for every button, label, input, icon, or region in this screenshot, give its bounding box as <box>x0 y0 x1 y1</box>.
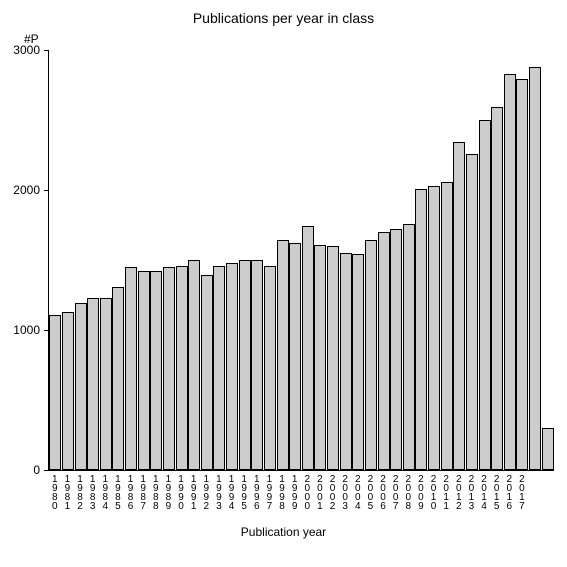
x-tick-label: 1991 <box>188 474 198 510</box>
bar <box>163 267 175 470</box>
bar <box>213 266 225 470</box>
bar <box>529 67 541 470</box>
bar <box>150 271 162 470</box>
x-tick-label: 1993 <box>213 474 223 510</box>
bar <box>428 186 440 470</box>
bar <box>491 107 503 470</box>
y-tick-label: 2000 <box>0 183 40 197</box>
x-tick-label: 2015 <box>491 474 501 510</box>
bar <box>251 260 263 470</box>
bar <box>112 287 124 470</box>
x-tick-label: 1990 <box>176 474 186 510</box>
bar <box>62 312 74 470</box>
bar <box>403 224 415 470</box>
bar <box>466 154 478 470</box>
bar <box>542 428 554 470</box>
x-tick-label: 2014 <box>479 474 489 510</box>
bar <box>201 275 213 470</box>
bar <box>504 74 516 470</box>
bar <box>176 266 188 470</box>
bar <box>453 142 465 470</box>
x-tick-label: 2006 <box>378 474 388 510</box>
bar <box>415 189 427 470</box>
x-axis-label: Publication year <box>0 525 567 539</box>
x-tick-label: 1988 <box>150 474 160 510</box>
x-tick-label: 2005 <box>365 474 375 510</box>
x-tick-label: 2009 <box>415 474 425 510</box>
bar <box>49 315 61 470</box>
y-tick-label: 0 <box>0 463 40 477</box>
x-tick-label: 2011 <box>441 474 451 510</box>
x-tick-label: 1996 <box>251 474 261 510</box>
bar <box>479 120 491 470</box>
x-tick-label: 1983 <box>87 474 97 510</box>
x-tick-label: 2002 <box>327 474 337 510</box>
x-tick-label: 2003 <box>340 474 350 510</box>
x-tick-label: 1998 <box>277 474 287 510</box>
x-tick-label: 2013 <box>466 474 476 510</box>
x-tick-label: 2008 <box>403 474 413 510</box>
bar <box>87 298 99 470</box>
bar <box>314 245 326 470</box>
bar <box>302 226 314 470</box>
bar <box>75 303 87 470</box>
x-tick-label: 1999 <box>289 474 299 510</box>
x-tick-label: 1989 <box>163 474 173 510</box>
bar <box>277 240 289 470</box>
x-tick-label: 2010 <box>428 474 438 510</box>
y-tick-label: 3000 <box>0 43 40 57</box>
x-tick-label: 1981 <box>62 474 72 510</box>
bar <box>327 246 339 470</box>
bar <box>264 266 276 470</box>
bar <box>352 254 364 470</box>
bar <box>378 232 390 470</box>
x-tick-label: 1982 <box>75 474 85 510</box>
y-tick <box>44 330 48 331</box>
bar <box>365 240 377 470</box>
x-tick-label: 2004 <box>352 474 362 510</box>
bar <box>125 267 137 470</box>
bar <box>390 229 402 470</box>
plot-area <box>48 50 554 471</box>
bar <box>516 79 528 470</box>
x-tick-label: 1994 <box>226 474 236 510</box>
x-tick-label: 1992 <box>201 474 211 510</box>
y-tick-label: 1000 <box>0 323 40 337</box>
y-tick <box>44 50 48 51</box>
x-tick-label: 2000 <box>302 474 312 510</box>
x-tick-label: 1987 <box>138 474 148 510</box>
x-tick-label: 1984 <box>100 474 110 510</box>
x-tick-label: 1995 <box>239 474 249 510</box>
x-tick-label: 1980 <box>49 474 59 510</box>
bar <box>138 271 150 470</box>
x-tick-label: 2001 <box>314 474 324 510</box>
x-tick-label: 1986 <box>125 474 135 510</box>
bar <box>441 182 453 470</box>
x-tick-label: 2012 <box>453 474 463 510</box>
bar <box>188 260 200 470</box>
bar-chart: Publications per year in class #P Public… <box>0 0 567 567</box>
x-tick-label: 2016 <box>504 474 514 510</box>
chart-title: Publications per year in class <box>0 10 567 26</box>
x-tick-label: 1997 <box>264 474 274 510</box>
bar <box>226 263 238 470</box>
bar <box>340 253 352 470</box>
bar <box>239 260 251 470</box>
y-tick <box>44 190 48 191</box>
x-tick-label: 2017 <box>516 474 526 510</box>
x-tick-label: 2007 <box>390 474 400 510</box>
bar <box>100 298 112 470</box>
bar <box>289 243 301 470</box>
x-tick-label: 1985 <box>112 474 122 510</box>
y-tick <box>44 470 48 471</box>
